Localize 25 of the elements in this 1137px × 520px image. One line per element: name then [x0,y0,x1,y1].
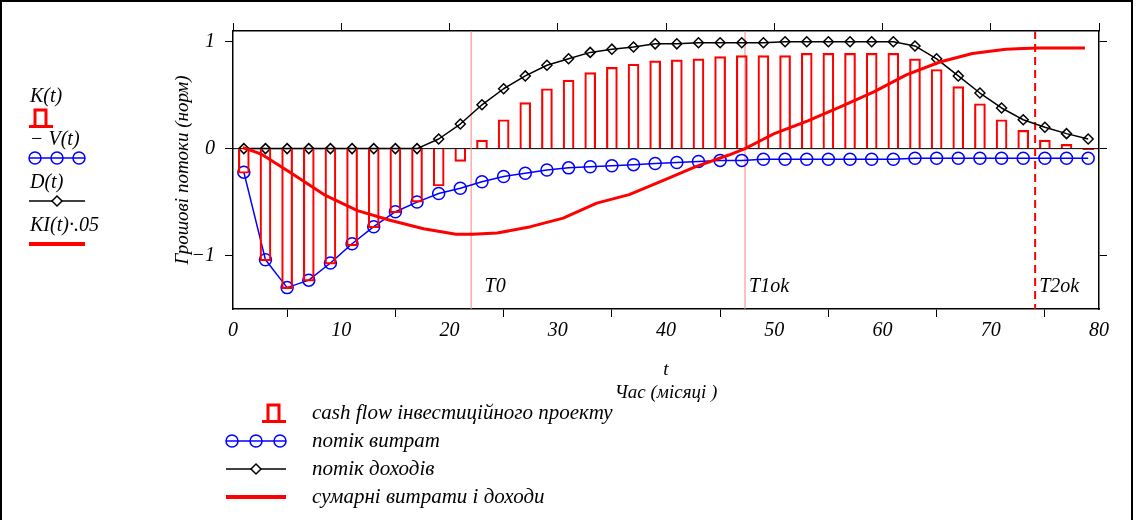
y-tick-label: 0 [205,135,215,158]
y-tick-label: −1 [191,242,215,265]
x-tick-label: 40 [656,318,676,341]
x-tick-label: 70 [980,318,1001,341]
x-tick-label: 10 [331,318,352,341]
y-axis-title: Грошові потоки (норм) [171,75,194,266]
x-tick-label: 50 [764,318,785,341]
legend-label: потік доходів [312,456,435,481]
x-tick-label: 0 [228,318,238,341]
y-tick-label: 1 [205,28,215,51]
ref-line-label: T1ok [749,274,791,297]
ref-line-label: T0 [484,274,506,297]
x-tick-label: 20 [439,318,460,341]
text: − V(t) [30,127,80,150]
legend-label: cash flow інвестиційного проекту [312,400,613,425]
x-axis-title: t Час (місяці ) [614,357,718,403]
text: D(t) [30,170,64,193]
text: KI(t)·.05 [30,213,99,236]
ref-line-label: T2ok [1039,274,1081,297]
x-tick-label: 30 [546,318,568,341]
legend-label: сумарні витрати і доходи [312,484,545,509]
legend-label: потік витрат [312,428,441,453]
x-tick-label: 60 [872,318,893,341]
x-tick-label: 80 [1089,318,1109,341]
text: K(t) [30,84,63,107]
